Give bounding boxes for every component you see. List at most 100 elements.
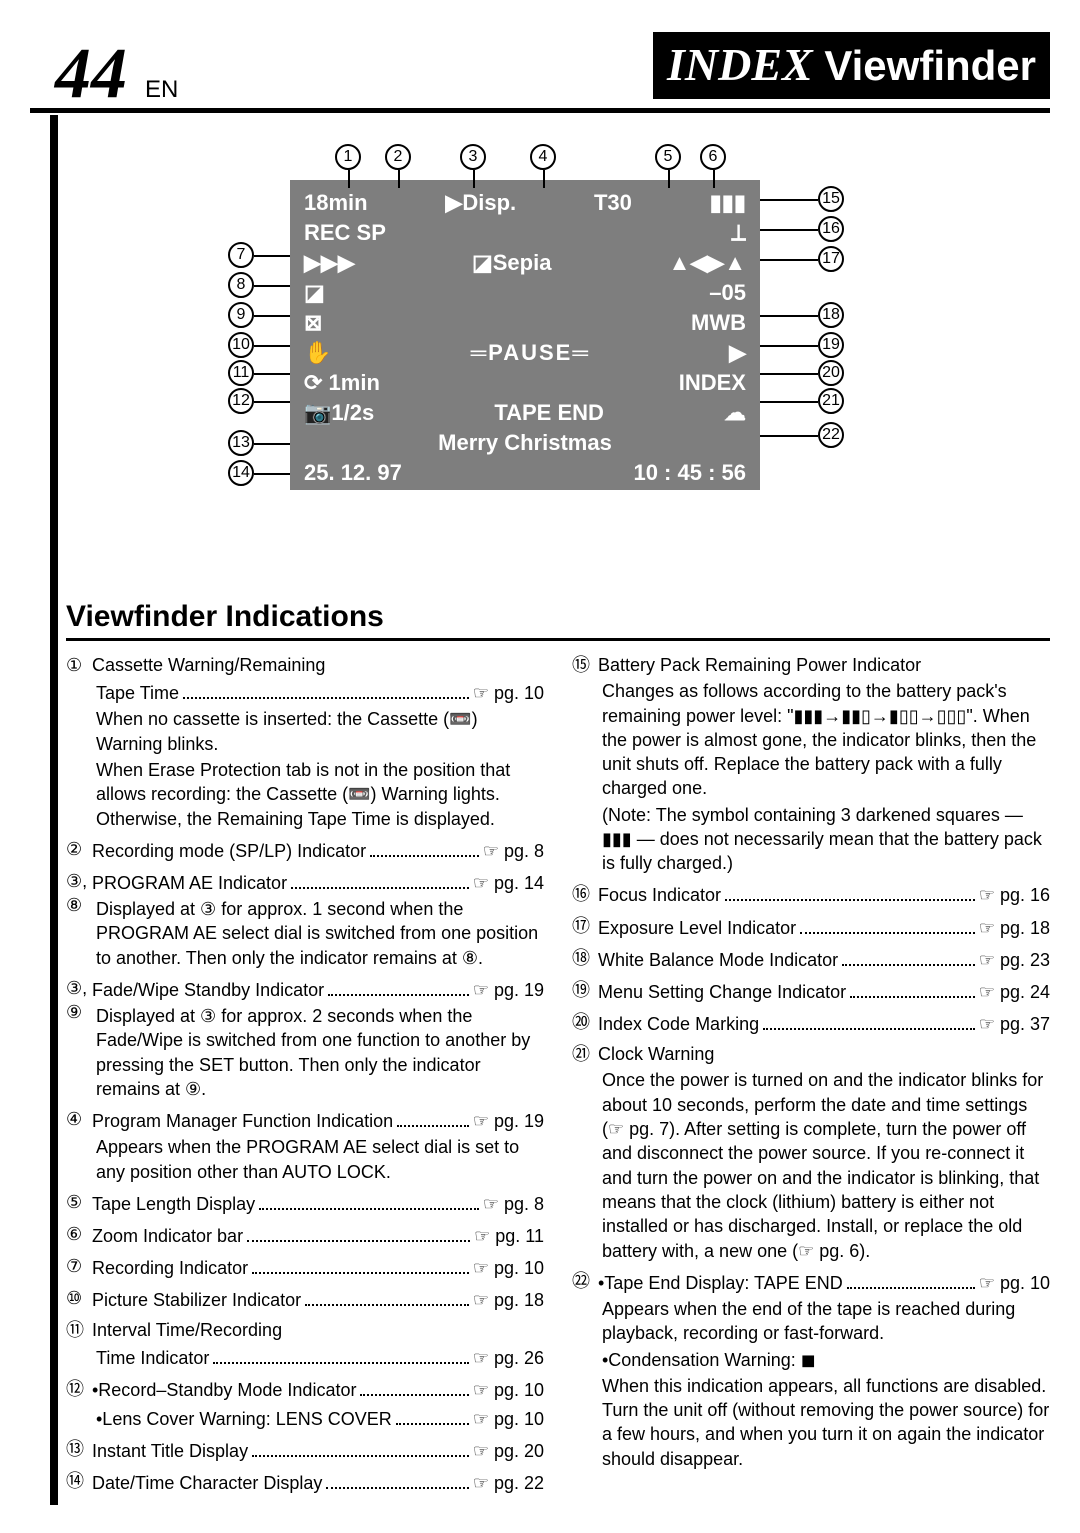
callout-12: 12 [228, 388, 254, 414]
indication-entry: ⑮Battery Pack Remaining Power IndicatorC… [572, 653, 1050, 876]
vf-tapeend: TAPE END [494, 400, 604, 426]
entry-label: Clock Warning [598, 1042, 1050, 1066]
entry-ref: ☞ pg. 37 [979, 1012, 1050, 1036]
vf-tapelen: T30 [594, 190, 632, 216]
vf-title: Merry Christmas [438, 430, 612, 456]
indication-entry: ⑰Exposure Level Indicator ☞ pg. 18 [572, 914, 1050, 940]
entry-label: Exposure Level Indicator [598, 916, 796, 940]
entry-ref: ☞ pg. 18 [473, 1288, 544, 1312]
vf-clock-icon: ☁ [724, 400, 746, 426]
indication-entry: ⑤Tape Length Display ☞ pg. 8 [66, 1190, 544, 1216]
callout-6: 6 [700, 144, 726, 170]
indication-entry: ⑱White Balance Mode Indicator☞ pg. 23 [572, 946, 1050, 972]
callout-7: 7 [228, 242, 254, 268]
entry-subtext: Appears when the PROGRAM AE select dial … [96, 1135, 544, 1184]
vf-fade-icon: ⊠ [304, 310, 322, 336]
entry-num: ⑦ [66, 1254, 92, 1280]
entry-num: ② [66, 837, 92, 863]
entry-num: ⑫ [66, 1377, 92, 1431]
entry-label: Picture Stabilizer Indicator [92, 1288, 301, 1312]
entry-num: ⑭ [66, 1469, 92, 1495]
viewfinder-screen: 18min ▶Disp. T30 ▮▮▮ REC SP ⟂ ▶▶▶ ◪Sepia… [290, 180, 760, 490]
indication-entry: ②Recording mode (SP/LP) Indicator☞ pg. 8 [66, 837, 544, 863]
callout-9: 9 [228, 302, 254, 328]
vf-stab-icon: ✋ [304, 340, 331, 366]
indication-entry: ⑲Menu Setting Change Indicator☞ pg. 24 [572, 978, 1050, 1004]
entry-label: Index Code Marking [598, 1012, 759, 1036]
entry-label: Recording Indicator [92, 1256, 248, 1280]
vf-disp: ▶Disp. [445, 190, 516, 216]
callout-18: 18 [818, 302, 844, 328]
callout-3: 3 [460, 144, 486, 170]
vf-exposure: –05 [709, 280, 746, 306]
entry-subtext: When Erase Protection tab is not in the … [96, 758, 544, 831]
vf-int1: 1min [329, 370, 380, 395]
entry-label: Battery Pack Remaining Power Indicator [598, 653, 1050, 677]
entry-subtext: Displayed at ③ for approx. 2 seconds whe… [96, 1004, 544, 1101]
viewfinder-diagram: 18min ▶Disp. T30 ▮▮▮ REC SP ⟂ ▶▶▶ ◪Sepia… [210, 150, 860, 570]
indication-entry: ③, ⑨Fade/Wipe Standby Indicator☞ pg. 19D… [66, 976, 544, 1101]
left-border [50, 115, 58, 1505]
entry-label: Interval Time/Recording [92, 1318, 544, 1342]
indication-entry: ④Program Manager Function Indication ☞ pg… [66, 1107, 544, 1184]
entry-ref: ☞ pg. 10 [473, 1378, 544, 1402]
entry-label: •Tape End Display: TAPE END [598, 1271, 843, 1295]
entry-subtext: (Note: The symbol containing 3 darkened … [602, 803, 1050, 876]
entry-ref: ☞ pg. 8 [483, 1192, 544, 1216]
entry-ref: ☞ pg. 18 [979, 916, 1050, 940]
entry-num: ⑥ [66, 1222, 92, 1248]
indication-entry: ㉒•Tape End Display: TAPE END☞ pg. 10Appe… [572, 1269, 1050, 1471]
entry-ref: ☞ pg. 19 [473, 1109, 544, 1133]
entry-num: ① [66, 653, 92, 831]
entry-num: ⑤ [66, 1190, 92, 1216]
callout-4: 4 [530, 144, 556, 170]
entry-num: ③, ⑧ [66, 869, 92, 970]
entry-num: ④ [66, 1107, 92, 1184]
entry-label: Fade/Wipe Standby Indicator [92, 978, 324, 1002]
entry-subtext: When no cassette is inserted: the Casset… [96, 707, 544, 756]
indication-entry: ⑫•Record–Standby Mode Indicator☞ pg. 10•… [66, 1377, 544, 1431]
entry-num: ⑩ [66, 1286, 92, 1312]
section-title: Viewfinder Indications [66, 600, 1050, 641]
vf-date: 25. 12. 97 [304, 460, 402, 486]
entry-sublabel: Tape Time [96, 681, 179, 705]
entry-subtext: Once the power is turned on and the indi… [602, 1068, 1050, 1262]
entry-num: ⑰ [572, 914, 598, 940]
vf-ae-icon: ◪ [304, 280, 325, 306]
callout-17: 17 [818, 246, 844, 272]
indication-entry: ①Cassette Warning/RemainingTape Time☞ pg… [66, 653, 544, 831]
callout-11: 11 [228, 360, 254, 386]
entry-subtext: When this indication appears, all functi… [602, 1374, 1050, 1471]
index-title-em: INDEX [667, 39, 813, 90]
entry-subtext: Changes as follows according to the batt… [602, 679, 1050, 800]
callout-13: 13 [228, 430, 254, 456]
entry-sublabel: Time Indicator [96, 1346, 209, 1370]
indication-entry: ⑯Focus Indicator☞ pg. 16 [572, 882, 1050, 908]
indication-entry: ⑩Picture Stabilizer Indicator ☞ pg. 18 [66, 1286, 544, 1312]
entry-num: ⑲ [572, 978, 598, 1004]
entry-sublabel: •Lens Cover Warning: LENS COVER [96, 1407, 392, 1431]
entry-subtext: Appears when the end of the tape is reac… [602, 1297, 1050, 1346]
vf-battery-icon: ▮▮▮ [710, 190, 746, 216]
vf-pause: PAUSE [488, 340, 572, 365]
vf-index: INDEX [679, 370, 746, 396]
entry-ref: ☞ pg. 10 [473, 1256, 544, 1280]
vf-wb: MWB [691, 310, 746, 336]
entry-num: ⑯ [572, 882, 598, 908]
index-title-rest: Viewfinder [824, 42, 1036, 89]
indication-entry: ⑥Zoom Indicator bar☞ pg. 11 [66, 1222, 544, 1248]
callout-22: 22 [818, 422, 844, 448]
indications-col-2: ⑮Battery Pack Remaining Power IndicatorC… [572, 653, 1050, 1501]
entry-label: Date/Time Character Display [92, 1471, 322, 1495]
entry-label: Tape Length Display [92, 1192, 255, 1216]
entry-label: White Balance Mode Indicator [598, 948, 838, 972]
entry-ref: ☞ pg. 26 [473, 1346, 544, 1370]
entry-num: ⑬ [66, 1437, 92, 1463]
vf-shutter: 1/2s [331, 400, 374, 425]
entry-label: Menu Setting Change Indicator [598, 980, 846, 1004]
entry-label: Program Manager Function Indication [92, 1109, 393, 1133]
entry-subtext: Displayed at ③ for approx. 1 second when… [96, 897, 544, 970]
vf-play-icon: ▶ [729, 340, 746, 366]
entry-ref: ☞ pg. 22 [473, 1471, 544, 1495]
entry-ref: ☞ pg. 14 [473, 871, 544, 895]
